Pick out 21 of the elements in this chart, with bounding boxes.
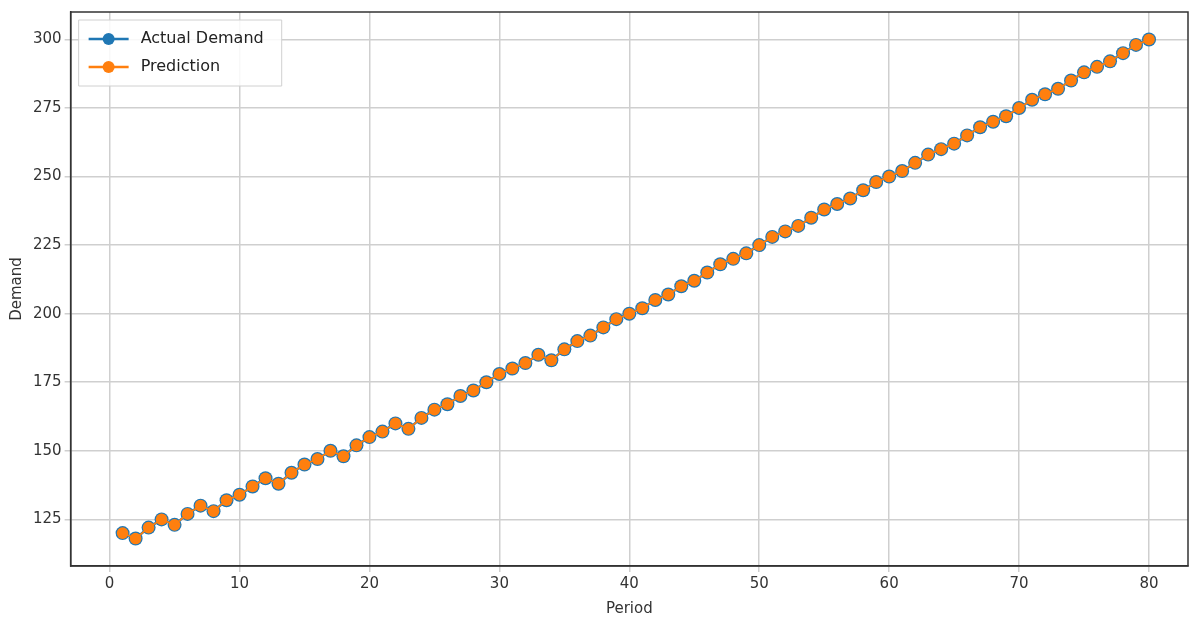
x-tick-label: 30 xyxy=(489,573,509,592)
x-tick-label: 70 xyxy=(1009,573,1029,592)
y-tick-label: 200 xyxy=(32,303,62,322)
y-tick-label: 150 xyxy=(32,440,62,459)
x-tick-label: 60 xyxy=(879,573,899,592)
y-tick-label: 300 xyxy=(32,29,62,48)
x-tick-label: 50 xyxy=(749,573,769,592)
y-axis-title: Demand xyxy=(6,257,25,321)
y-tick-label: 250 xyxy=(32,166,62,185)
legend-label: Actual Demand xyxy=(140,28,264,48)
x-tick-label: 10 xyxy=(229,573,250,592)
y-tick-label: 275 xyxy=(32,97,62,116)
y-tick-label: 225 xyxy=(32,235,62,254)
x-tick-label: 80 xyxy=(1139,573,1159,592)
legend-label: Prediction xyxy=(140,56,221,76)
y-tick-label: 175 xyxy=(32,372,62,391)
x-tick-label: 40 xyxy=(619,573,639,592)
x-axis-title: Period xyxy=(605,598,653,617)
x-tick-label: 0 xyxy=(104,573,115,592)
y-tick-label: 125 xyxy=(32,509,62,528)
x-tick-label: 20 xyxy=(359,573,380,592)
